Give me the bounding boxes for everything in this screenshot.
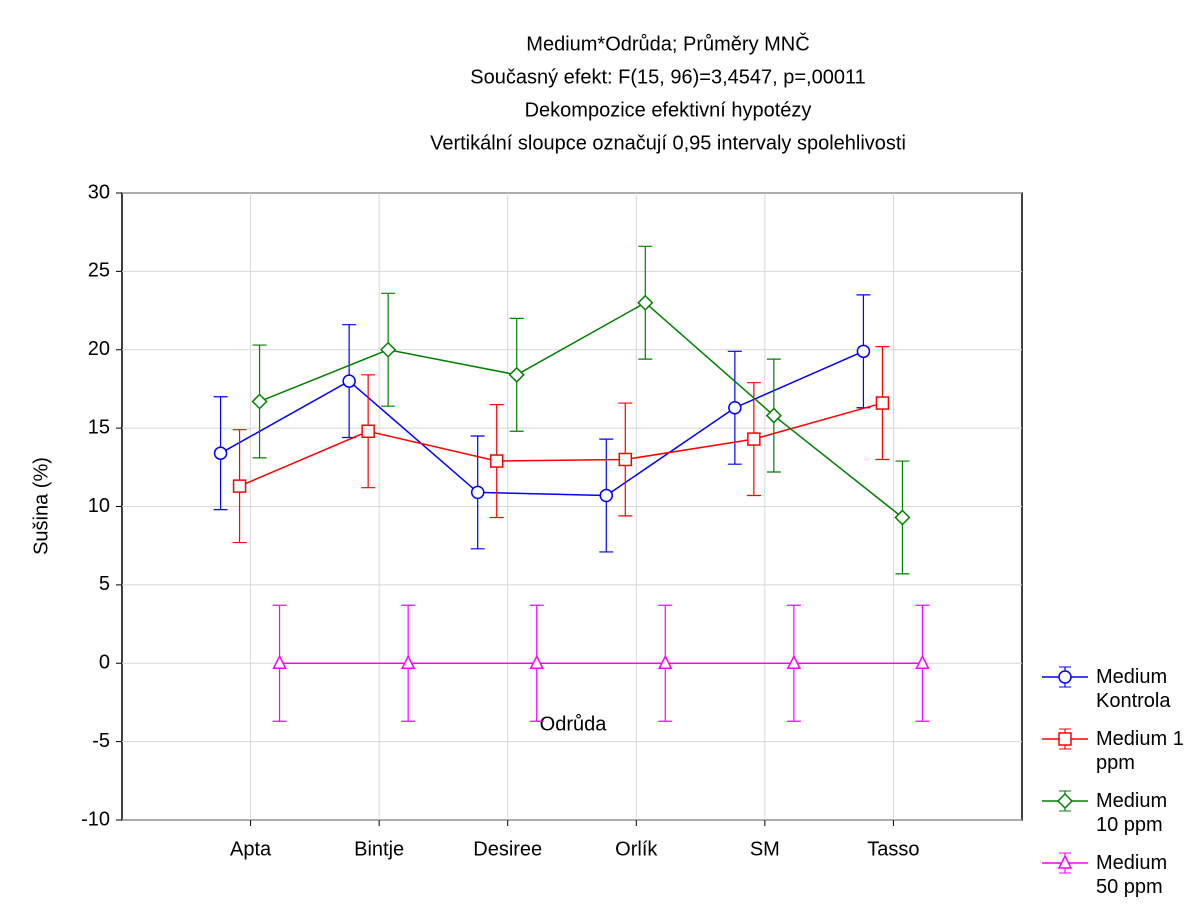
x-tick-label: Tasso [867,838,919,860]
y-tick-label: -5 [92,730,110,752]
marker [489,454,504,468]
marker [213,446,228,460]
marker [1058,670,1072,684]
marker [380,341,397,358]
marker [658,654,673,669]
y-axis-label: Sušina (%) [30,457,52,555]
marker [251,393,268,410]
chart-title: Současný efekt: F(15, 96)=3,4547, p=,000… [470,66,865,88]
marker [915,654,930,669]
marker [856,344,871,359]
legend-label: Medium 10 ppm [1096,790,1168,836]
y-tick-label: 15 [88,416,110,438]
chart-title: Vertikální sloupce označují 0,95 interva… [430,132,906,154]
marker [728,400,742,415]
y-tick-label: 10 [88,495,110,517]
x-tick-label: SM [750,838,780,860]
series-line [239,402,883,487]
x-tick-label: Apta [230,838,272,860]
marker [875,396,890,410]
y-tick-label: 0 [99,652,110,674]
marker [508,366,525,383]
marker [1058,732,1072,746]
marker [232,479,247,493]
x-axis-label: Odrůda [540,713,608,735]
marker [1057,854,1073,869]
marker [1056,792,1074,810]
y-tick-label: 5 [99,573,110,595]
y-tick-label: -10 [81,808,110,830]
legend-label: Medium 1 ppm [1096,728,1184,774]
x-tick-label: Bintje [354,838,404,860]
marker [272,654,287,669]
y-tick-label: 25 [88,260,110,282]
marker [470,485,485,500]
marker [618,452,633,467]
chart-title: Dekompozice efektivní hypotézy [525,99,812,121]
marker [765,407,782,424]
marker [747,432,761,446]
marker [786,654,802,669]
y-tick-label: 30 [88,181,110,203]
marker [894,509,911,526]
marker [361,424,375,439]
legend-label: Medium 50 ppm [1096,852,1168,898]
x-tick-label: Orlík [615,838,658,860]
marker [400,654,416,669]
y-tick-label: 20 [88,338,110,360]
marker [599,488,614,503]
chart-title: Medium*Odrůda; Průměry MNČ [526,32,809,55]
series-line [259,301,903,519]
marker [342,374,356,388]
x-tick-label: Desiree [473,838,542,860]
marker [637,294,654,311]
series-line [220,350,864,497]
legend-label: Medium Kontrola [1096,666,1171,712]
marker [529,654,544,669]
